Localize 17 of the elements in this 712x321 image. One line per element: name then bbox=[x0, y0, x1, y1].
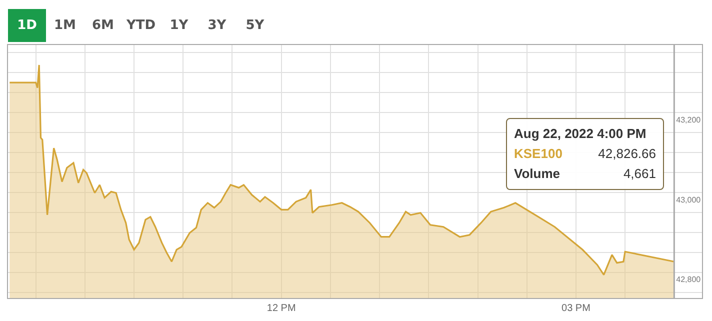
text: KSE100 bbox=[514, 146, 562, 161]
annotation: Volume bbox=[514, 165, 560, 183]
text: 5Y bbox=[244, 17, 266, 35]
x-tick-label: 03 PM bbox=[562, 303, 590, 314]
annotation: 42,826.66 bbox=[598, 145, 656, 163]
text: 1M bbox=[53, 17, 77, 35]
annotation: 4,661 bbox=[623, 165, 656, 183]
text: YTD bbox=[125, 17, 157, 35]
x-tick-label: 12 PM bbox=[266, 303, 296, 314]
annotation: Aug 22, 2022 4:00 PM bbox=[514, 125, 648, 143]
text: 6M bbox=[91, 17, 115, 35]
text: 3Y bbox=[206, 17, 228, 35]
text: 1D bbox=[8, 9, 46, 42]
text: 1Y bbox=[168, 17, 190, 35]
y-tick-label: 43,000 bbox=[676, 195, 702, 204]
y-tick-label: 43,200 bbox=[676, 115, 702, 124]
y-tick-label: 42,800 bbox=[676, 275, 702, 284]
